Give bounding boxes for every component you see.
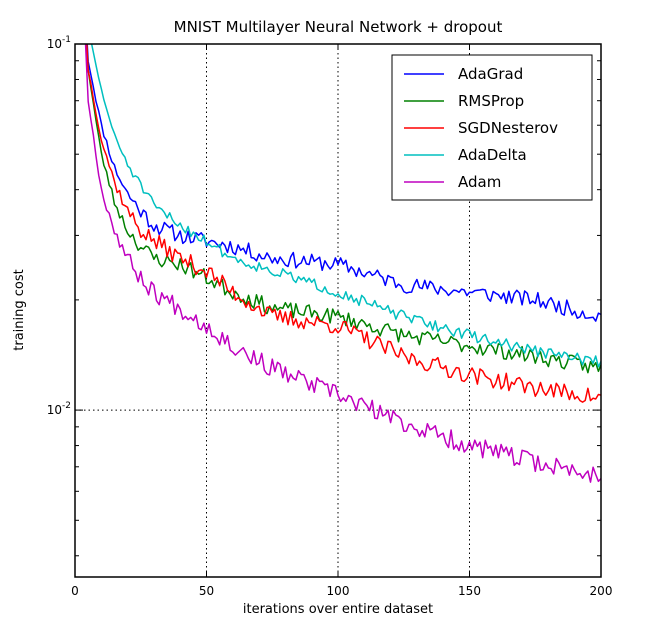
x-axis-label: iterations over entire dataset (243, 602, 433, 617)
series-line-adam (84, 44, 601, 483)
x-tick-label: 200 (590, 584, 613, 598)
y-tick-exponent: -2 (62, 401, 71, 411)
x-tick-label: 100 (327, 584, 350, 598)
series-line-sgdnesterov (86, 44, 601, 403)
series-line-adagrad (86, 44, 601, 322)
series-line-rmsprop (86, 44, 601, 374)
x-tick-label: 50 (199, 584, 214, 598)
legend-label-rmsprop: RMSProp (458, 92, 524, 110)
legend-label-adadelta: AdaDelta (458, 146, 527, 164)
legend: AdaGrad RMSProp SGDNesterov AdaDelta Adam (391, 54, 593, 201)
chart-title: MNIST Multilayer Neural Network + dropou… (174, 18, 503, 36)
y-tick-exponent: -1 (62, 35, 71, 45)
y-axis-label: training cost (12, 269, 27, 350)
y-tick-label: 10-1 (47, 35, 71, 51)
x-tick-label: 150 (458, 584, 481, 598)
legend-label-sgdnesterov: SGDNesterov (458, 119, 558, 137)
y-tick-label: 10-2 (47, 401, 71, 417)
series-line-adadelta (90, 44, 601, 368)
legend-label-adam: Adam (458, 173, 501, 191)
x-tick-label: 0 (71, 584, 79, 598)
series-lines (84, 44, 601, 483)
axis-ticks: 0 50 100 150 200 10-1 10-2 (47, 35, 613, 598)
legend-label-adagrad: AdaGrad (458, 65, 523, 83)
